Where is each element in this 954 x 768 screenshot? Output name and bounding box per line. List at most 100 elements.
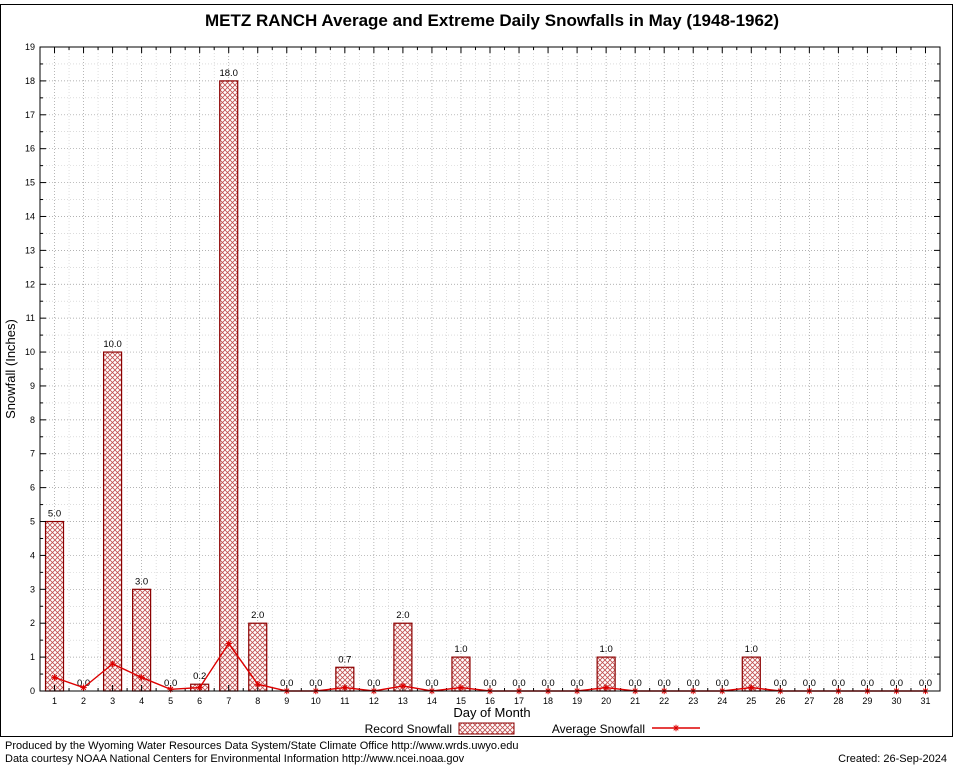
x-tick-label: 1: [52, 696, 57, 706]
footer-produced-by: Produced by the Wyoming Water Resources …: [5, 740, 519, 752]
bar-value-label: 3.0: [135, 576, 148, 587]
y-tick-label: 12: [25, 279, 35, 289]
average-point-marker: [138, 674, 145, 681]
y-tick-label: 13: [25, 245, 35, 255]
bar-value-label: 1.0: [600, 644, 613, 655]
snowfall-chart: 5.00.010.03.00.00.218.02.00.0 0.00.70.02.…: [3, 11, 941, 736]
bar-value-label: 1.0: [745, 644, 758, 655]
bar-value-label: 0.0: [425, 678, 438, 689]
y-tick-label: 0: [30, 686, 35, 696]
record-snowfall-bars: 5.0 0.0 10.0 3.0 0.0 0.2 18.0 2.0 0.0 0.0 0.7 0.0 2.…: [44, 68, 932, 692]
x-tick-label: 17: [514, 696, 524, 706]
bar-value-label: 1.0: [454, 644, 467, 655]
x-tick-label: 4: [139, 696, 144, 706]
y-tick-label: 6: [30, 483, 35, 493]
legend-average-snowfall-sample: [652, 724, 700, 732]
x-tick-label: 24: [717, 696, 727, 706]
average-point-marker: [196, 684, 203, 691]
chart-title: METZ RANCH Average and Extreme Daily Sno…: [205, 11, 779, 30]
x-tick-label: 27: [804, 696, 814, 706]
y-tick-label: 11: [26, 313, 35, 323]
bar-value-label: 0.0: [77, 678, 90, 689]
x-tick-label: 21: [630, 696, 640, 706]
x-tick-label: 19: [572, 696, 582, 706]
average-point-marker: [748, 684, 755, 691]
legend-average-snowfall-label: Average Snowfall: [552, 722, 645, 736]
bar-value-label: 5.0: [48, 509, 61, 520]
bar-value-label: 0.0: [309, 678, 322, 689]
grid: [40, 47, 940, 691]
average-point-marker: [167, 686, 174, 693]
y-tick-label: 16: [25, 144, 35, 154]
average-point-marker: [399, 682, 407, 690]
x-axis-label: Day of Month: [453, 705, 530, 720]
legend: Record Snowfall Average Snowfall: [365, 722, 700, 736]
x-tick-label: 14: [427, 696, 437, 706]
y-tick-label: 9: [30, 381, 35, 391]
average-point-marker: [109, 660, 116, 668]
x-tick-label: 15: [456, 696, 466, 706]
bar-value-label: 0.0: [861, 678, 874, 689]
plot-border: [39, 46, 941, 692]
x-tick-label: 16: [485, 696, 495, 706]
y-tick-label: 18: [25, 76, 35, 86]
y-tick-label: 15: [25, 178, 35, 188]
x-tick-label: 23: [688, 696, 698, 706]
x-tick-label: 5: [168, 696, 173, 706]
bar-value-label: 0.0: [570, 678, 583, 689]
x-tick-label: 2: [81, 696, 86, 706]
record-snowfall-bar: [44, 520, 65, 692]
average-point-marker: [80, 684, 87, 691]
x-tick-label: 11: [340, 696, 349, 706]
bar-value-label: 0.0: [832, 678, 845, 689]
x-tick-label: 3: [110, 696, 115, 706]
record-snowfall-bar: [102, 351, 123, 692]
bar-value-label: 0.0: [774, 678, 787, 689]
record-snowfall-bar: [248, 622, 268, 692]
x-tick-label: 6: [197, 696, 202, 706]
bar-value-label: 0.0: [687, 678, 700, 689]
y-tick-label: 7: [30, 449, 35, 459]
record-snowfall-bar: [393, 622, 413, 692]
x-tick-label: 13: [398, 696, 408, 706]
bar-value-label: 18.0: [219, 68, 238, 79]
legend-record-snowfall-label: Record Snowfall: [365, 722, 452, 736]
bar-value-label: 10.0: [103, 339, 122, 350]
y-tick-label: 2: [30, 618, 35, 628]
average-point-marker: [672, 724, 680, 732]
record-snowfall-bar: [219, 80, 239, 692]
bar-value-label: 0.0: [716, 678, 729, 689]
bar-value-label: 0.0: [280, 678, 293, 689]
x-tick-label: 8: [255, 696, 260, 706]
x-tick-label: 12: [369, 696, 379, 706]
x-tick-label: 26: [775, 696, 785, 706]
average-point-marker: [341, 684, 349, 691]
legend-record-snowfall-swatch: [458, 722, 515, 735]
y-tick-label: 4: [30, 550, 35, 560]
bar-value-label: 0.0: [512, 678, 525, 689]
average-point-marker: [254, 681, 261, 688]
average-point-marker: [225, 640, 232, 647]
x-tick-label: 25: [746, 696, 756, 706]
x-tick-label: 28: [833, 696, 843, 706]
bar-value-label: 0.2: [193, 671, 206, 682]
y-tick-label: 14: [25, 211, 35, 221]
bar-value-label: 0.0: [919, 678, 932, 689]
footer-created-date: Created: 26-Sep-2024: [838, 753, 947, 765]
x-tick-label: 29: [862, 696, 872, 706]
y-axis-label: Snowfall (Inches): [3, 319, 18, 419]
average-point-marker: [51, 674, 58, 681]
y-tick-label: 17: [25, 110, 35, 120]
bar-value-label: 0.0: [629, 678, 642, 689]
bar-value-label: 2.0: [251, 610, 264, 621]
y-tick-label: 10: [25, 347, 35, 357]
y-tick-label: 8: [30, 415, 35, 425]
bar-value-label: 0.0: [890, 678, 903, 689]
bar-value-label: 0.0: [164, 678, 177, 689]
x-tick-label: 9: [284, 696, 289, 706]
x-tick-label: 20: [601, 696, 611, 706]
x-tick-label: 7: [226, 696, 231, 706]
footer-data-courtesy: Data courtesy NOAA National Centers for …: [5, 753, 465, 765]
x-tick-label: 30: [891, 696, 901, 706]
